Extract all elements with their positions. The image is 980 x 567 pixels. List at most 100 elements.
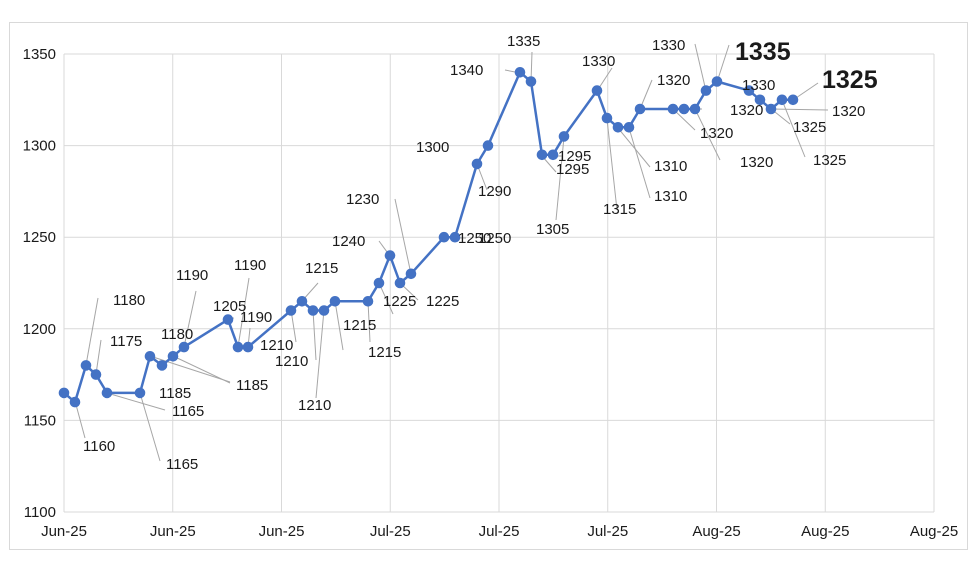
data-point: [547, 149, 559, 161]
y-tick-label: 1300: [23, 138, 56, 155]
label-leader-line: [334, 300, 344, 351]
label-leader-line: [183, 290, 197, 348]
label-leader-line: [770, 108, 829, 111]
axes: 1100 1150 1200 1250 1300 1350 Jun-25 Jun-25 Jun-…: [23, 46, 959, 540]
data-point: [536, 149, 548, 161]
label-leader-line: [139, 392, 161, 462]
label-leader-line: [694, 108, 721, 161]
data-label: 1205: [213, 298, 246, 315]
data-label: 1290: [478, 183, 511, 200]
data-label: 1185: [236, 377, 268, 394]
label-leader-line: [312, 309, 317, 361]
data-label: 1250: [458, 230, 491, 247]
data-point: [601, 112, 613, 124]
data-point: [285, 305, 297, 316]
data-label: 1160: [83, 438, 115, 455]
data-point: [623, 122, 635, 133]
data-point: [232, 341, 244, 353]
data-point: [405, 268, 417, 280]
data-point: [80, 360, 92, 371]
label-leader-line: [106, 392, 166, 411]
data-point: [167, 351, 179, 362]
data-label: 1215: [368, 344, 401, 361]
x-tick-label: Aug-25: [801, 523, 849, 540]
data-label: 1190: [240, 309, 272, 326]
x-tick-label: Jun-25: [259, 523, 305, 540]
data-point: [765, 103, 777, 115]
data-point: [634, 103, 646, 115]
data-point: [318, 305, 330, 316]
label-leader-line: [781, 99, 806, 158]
data-label: 1230: [346, 191, 379, 208]
data-point: [514, 67, 526, 78]
data-point: [482, 140, 494, 151]
data-label: 1175: [110, 333, 142, 350]
data-label: 1185: [159, 385, 191, 402]
data-label: 1210: [275, 353, 308, 370]
label-leader-line: [367, 300, 371, 343]
data-point: [711, 76, 723, 87]
data-label: 1310: [654, 188, 687, 205]
data-point: [362, 296, 374, 307]
x-tick-label: Aug-25: [910, 523, 958, 540]
data-label: 1320: [700, 125, 733, 142]
data-point: [329, 296, 341, 307]
x-tick-label: Jul-25: [479, 523, 520, 540]
data-point: [449, 231, 461, 243]
label-leader-line: [315, 309, 325, 399]
data-label: 1330: [582, 53, 615, 70]
data-labels: 1160118011751165116511851180118511901205…: [83, 33, 878, 473]
data-point: [591, 85, 603, 96]
x-tick-label: Jul-25: [370, 523, 411, 540]
data-point: [525, 76, 537, 87]
data-label: 1190: [234, 257, 266, 274]
data-label: 1215: [305, 260, 338, 277]
data-label: 1320: [657, 72, 690, 89]
x-tick-label: Jun-25: [41, 523, 87, 540]
data-point: [667, 103, 679, 115]
data-label: 1320: [730, 102, 763, 119]
data-point: [134, 387, 146, 399]
label-leader-line: [85, 297, 99, 366]
data-point: [743, 85, 755, 96]
data-label: 1225: [426, 293, 459, 310]
data-label: 1165: [172, 403, 204, 420]
data-point: [69, 396, 81, 408]
y-tick-label: 1350: [23, 46, 56, 63]
data-label: 1325: [822, 66, 878, 94]
data-point: [101, 387, 113, 399]
data-label: 1320: [832, 103, 865, 120]
y-tick-label: 1100: [24, 504, 56, 521]
label-leader-line: [617, 127, 651, 168]
data-label: 1215: [343, 317, 376, 334]
data-points: [58, 67, 799, 408]
label-leader-line: [378, 282, 394, 315]
data-point: [144, 351, 156, 362]
data-label: 1210: [298, 397, 331, 414]
label-leader-line: [694, 43, 707, 92]
data-point: [689, 103, 701, 115]
data-label: 1165: [166, 456, 198, 473]
data-point: [754, 94, 766, 106]
data-label: 1295: [556, 161, 589, 178]
data-label: 1325: [813, 152, 846, 169]
data-label: 1335: [735, 38, 791, 66]
label-leader-line: [628, 127, 651, 199]
data-point: [787, 94, 799, 106]
data-point: [296, 296, 308, 307]
data-label: 1325: [793, 119, 826, 136]
data-point: [307, 305, 319, 316]
data-label: 1240: [332, 233, 365, 250]
data-label: 1330: [742, 77, 775, 94]
label-leader-line: [237, 277, 250, 348]
data-point: [373, 277, 385, 289]
data-point: [678, 103, 690, 115]
x-tick-label: Jul-25: [587, 523, 628, 540]
data-point: [612, 122, 624, 133]
data-label: 1310: [654, 158, 687, 175]
label-leader-line: [172, 355, 231, 384]
y-tick-label: 1150: [24, 412, 56, 429]
label-leader-line: [555, 136, 565, 221]
y-tick-label: 1200: [23, 321, 56, 338]
